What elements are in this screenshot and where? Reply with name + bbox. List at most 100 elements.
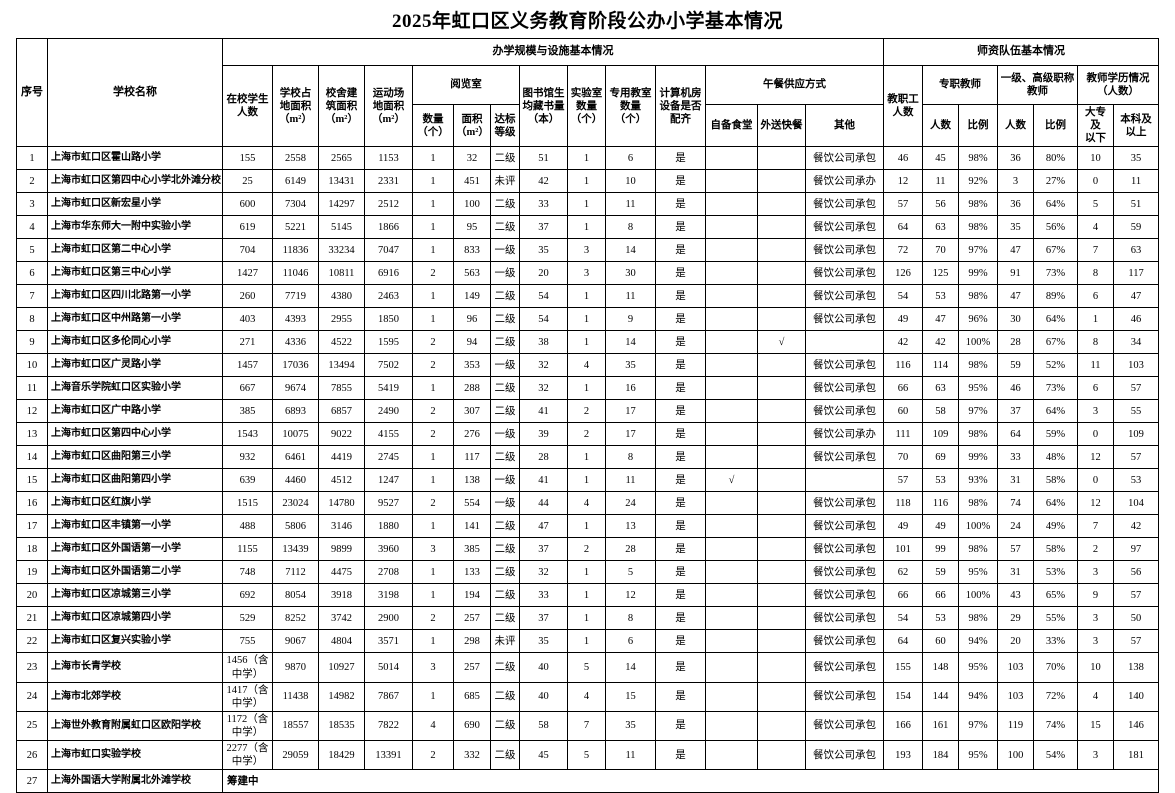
- data-cell: 是: [655, 514, 706, 539]
- data-cell: 1515: [222, 491, 273, 516]
- table-row: 6 上海市虹口区第三中心小学 1427 11046 10811 6916 2 563 一级 20 3…: [16, 261, 1160, 286]
- data-cell: 51: [1112, 192, 1160, 217]
- data-cell: 57: [883, 192, 923, 217]
- data-cell: 7047: [364, 238, 413, 263]
- data-cell: 14: [605, 652, 656, 683]
- data-cell: 74%: [1033, 710, 1078, 742]
- data-cell: 49: [922, 514, 959, 539]
- data-cell: 126: [883, 261, 923, 286]
- data-cell: 1: [412, 583, 454, 608]
- row-number-cell: 14: [16, 445, 48, 470]
- data-cell: 111: [883, 422, 923, 447]
- col-header-edu-high: 本科及 以上: [1112, 103, 1160, 148]
- data-cell: 是: [655, 146, 706, 171]
- data-cell: 2900: [364, 606, 413, 631]
- data-cell: 3918: [318, 583, 365, 608]
- row-number-cell: 21: [16, 606, 48, 631]
- data-cell: [757, 215, 806, 240]
- data-cell: 二级: [490, 652, 520, 683]
- data-cell: 141: [453, 514, 491, 539]
- col-header-rr-grade: 达标 等级: [490, 103, 520, 148]
- data-cell: 二级: [490, 146, 520, 171]
- data-cell: 10: [1077, 146, 1114, 171]
- col-header-lunch-other: 其他: [805, 103, 884, 148]
- data-cell: [705, 710, 758, 742]
- data-cell: 103: [997, 652, 1034, 683]
- data-cell: 72: [883, 238, 923, 263]
- data-cell: 100: [453, 192, 491, 217]
- school-name-cell: 上海市虹口区外国语第二小学: [47, 560, 223, 585]
- table-row: 16 上海市虹口区红旗小学 1515 23024 14780 9527 2 554 一级 44 4 2…: [16, 491, 1160, 516]
- data-cell: 1: [567, 284, 606, 309]
- data-cell: 5145: [318, 215, 365, 240]
- data-cell: 是: [655, 629, 706, 654]
- data-cell: [705, 606, 758, 631]
- data-cell: 1: [567, 376, 606, 401]
- data-cell: 53%: [1033, 560, 1078, 585]
- data-cell: 100: [997, 740, 1034, 771]
- data-cell: 60: [922, 629, 959, 654]
- data-cell: 1155: [222, 537, 273, 562]
- data-cell: [757, 468, 806, 493]
- schools-table: 序号 学校名称 办学规模与设施基本情况 师资队伍基本情况 在校学生 人数 学校占…: [16, 37, 1160, 793]
- data-cell: 8: [1077, 330, 1114, 355]
- data-cell: 0: [1077, 169, 1114, 194]
- data-cell: 37: [519, 215, 568, 240]
- data-cell: 餐饮公司承包: [805, 146, 884, 171]
- data-cell: 4: [567, 681, 606, 712]
- data-cell: 3198: [364, 583, 413, 608]
- data-cell: 11: [605, 192, 656, 217]
- data-cell: 98%: [958, 537, 998, 562]
- school-name-cell: 上海市虹口实验学校: [47, 740, 223, 771]
- table-row: 26 上海市虹口实验学校 2277（含中学） 29059 18429 13391 2 332 二…: [16, 740, 1160, 771]
- data-cell: 99%: [958, 261, 998, 286]
- data-cell: 7867: [364, 681, 413, 712]
- data-cell: 3: [1077, 629, 1114, 654]
- data-cell: 690: [453, 710, 491, 742]
- data-cell: [705, 740, 758, 771]
- data-cell: [757, 192, 806, 217]
- data-cell: [757, 146, 806, 171]
- data-cell: 35: [519, 629, 568, 654]
- data-cell: [757, 284, 806, 309]
- data-cell: 33: [997, 445, 1034, 470]
- data-cell: 45: [922, 146, 959, 171]
- data-cell: [705, 514, 758, 539]
- data-cell: 2: [1077, 537, 1114, 562]
- data-cell: 1543: [222, 422, 273, 447]
- data-cell: 31: [997, 560, 1034, 585]
- data-cell: 103: [1112, 353, 1160, 378]
- data-cell: 64%: [1033, 399, 1078, 424]
- data-cell: 5: [605, 560, 656, 585]
- data-cell: 3: [1077, 399, 1114, 424]
- col-header-school-name: 学校名称: [47, 37, 223, 148]
- table-row: 7 上海市虹口区四川北路第一小学 260 7719 4380 2463 1 149 二级 54 1 1…: [16, 284, 1160, 309]
- data-cell: 2490: [364, 399, 413, 424]
- data-cell: 116: [883, 353, 923, 378]
- group-header-lunch: 午餐供应方式: [705, 65, 884, 105]
- data-cell: 932: [222, 445, 273, 470]
- data-cell: 0: [1077, 422, 1114, 447]
- data-cell: 403: [222, 307, 273, 332]
- col-header-playground-area: 运动场 地面积 （m²）: [364, 64, 413, 148]
- col-header-special-rooms: 专用教室 数量 （个）: [605, 64, 656, 148]
- group-header-education: 教师学历情况 （人数）: [1076, 65, 1160, 105]
- table-row: 15 上海市虹口区曲阳第四小学 639 4460 4512 1247 1 138 一级 41 1 11…: [16, 468, 1160, 493]
- col-header-library-books: 图书馆生 均藏书量 （本）: [519, 64, 568, 148]
- data-cell: 二级: [490, 681, 520, 712]
- data-cell: 24: [605, 491, 656, 516]
- data-cell: 72%: [1033, 681, 1078, 712]
- data-cell: 5: [1077, 192, 1114, 217]
- data-cell: 32: [519, 560, 568, 585]
- data-cell: 5806: [272, 514, 319, 539]
- data-cell: 是: [655, 330, 706, 355]
- data-cell: 4512: [318, 468, 365, 493]
- col-header-ft-count: 人数: [922, 103, 959, 148]
- data-cell: 1: [412, 514, 454, 539]
- data-cell: 8054: [272, 583, 319, 608]
- data-cell: 18557: [272, 710, 319, 742]
- data-cell: 67%: [1033, 330, 1078, 355]
- data-cell: 餐饮公司承包: [805, 652, 884, 683]
- data-cell: 8: [605, 606, 656, 631]
- data-cell: 一级: [490, 491, 520, 516]
